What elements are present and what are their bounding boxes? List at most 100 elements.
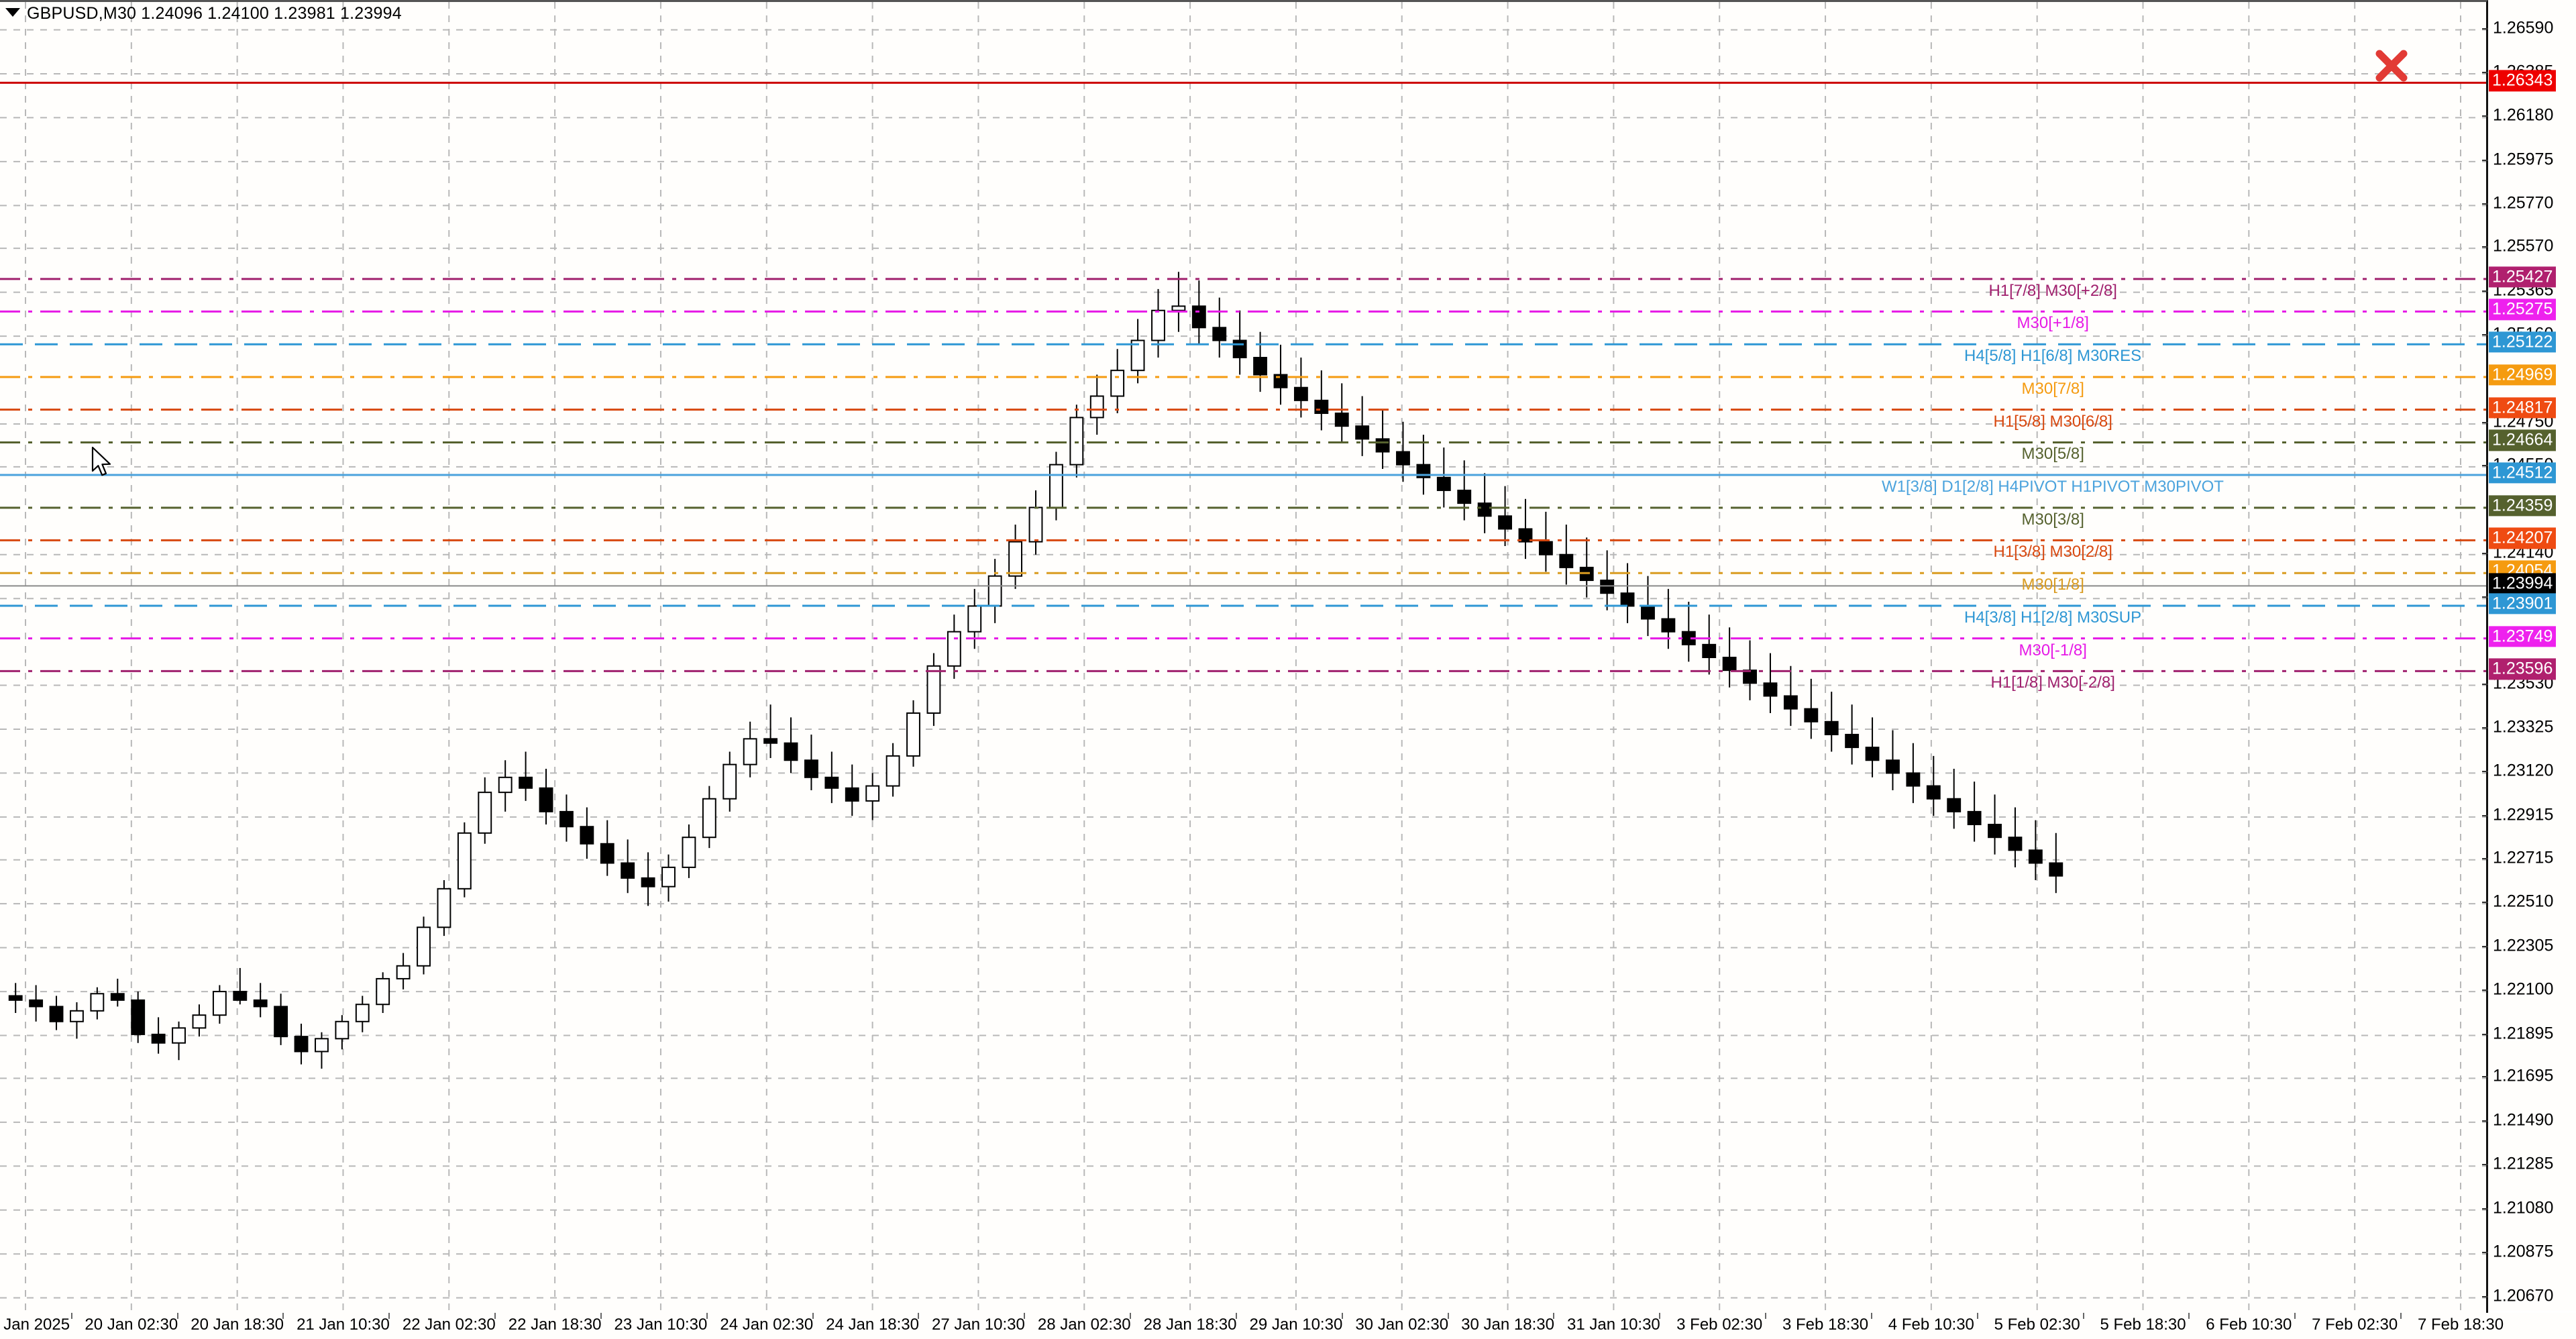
time-tick-label: 17 Jan 2025: [0, 1316, 70, 1334]
price-tick-label: 1.26180: [2493, 105, 2554, 125]
price-tick-label: 1.21285: [2493, 1154, 2554, 1173]
price-tick-mark: [2482, 1252, 2488, 1254]
price-tick-label: 1.25770: [2493, 193, 2554, 213]
time-tick-mark: [1130, 1313, 1132, 1319]
price-tick-mark: [2482, 71, 2488, 73]
time-tick-label: 3 Feb 18:30: [1782, 1316, 1869, 1334]
price-tick-mark: [2482, 727, 2488, 729]
time-tick-label: 31 Jan 10:30: [1566, 1316, 1660, 1334]
symbol-ohlc-header: GBPUSD,M30 1.24096 1.24100 1.23981 1.239…: [27, 4, 402, 23]
time-tick-mark: [282, 1313, 284, 1319]
price-tick-label: 1.23325: [2493, 717, 2554, 737]
price-tick-label: 1.21895: [2493, 1024, 2554, 1043]
price-tick-label: 1.22510: [2493, 892, 2554, 911]
time-tick-mark: [918, 1313, 920, 1319]
level-label: H1[1/8] M30[-2/8]: [1990, 674, 2115, 692]
time-tick-mark: [600, 1313, 602, 1319]
price-tick-label: 1.21490: [2493, 1110, 2554, 1130]
price-tick-mark: [2482, 159, 2488, 161]
price-tick-mark: [2482, 902, 2488, 904]
price-tick-label: 1.23120: [2493, 761, 2554, 780]
price-tick-mark: [2482, 857, 2488, 859]
time-tick-label: 22 Jan 02:30: [402, 1316, 496, 1334]
level-label: M30[5/8]: [2021, 445, 2084, 464]
time-tick-mark: [2400, 1313, 2402, 1319]
candlestick-series: [8, 272, 2063, 1069]
price-scale[interactable]: 1.265901.263851.261801.259751.257701.255…: [2482, 0, 2576, 1311]
price-tick-mark: [2482, 814, 2488, 816]
price-tick-label: 1.25975: [2493, 150, 2554, 169]
level-label: W1[3/8] D1[2/8] H4PIVOT H1PIVOT M30PIVOT: [1882, 477, 2224, 496]
price-tick-mark: [2482, 1033, 2488, 1035]
time-tick-mark: [2188, 1313, 2190, 1319]
level-badge: 1.24359: [2489, 495, 2557, 517]
time-tick-mark: [70, 1313, 72, 1319]
chart-plot-area[interactable]: H1[7/8] M30[+2/8] M30[+1/8] H4[5/8] H1[6/8…: [0, 0, 2488, 1314]
price-tick-mark: [2482, 246, 2488, 248]
time-tick-label: 28 Jan 02:30: [1037, 1316, 1131, 1334]
time-tick-label: 24 Jan 18:30: [826, 1316, 919, 1334]
level-badge: 1.24817: [2489, 396, 2557, 419]
time-tick-mark: [1235, 1313, 1237, 1319]
level-badge: 1.24969: [2489, 364, 2557, 386]
bid-price-badge: 1.26343: [2489, 70, 2557, 91]
price-tick-label: 1.21695: [2493, 1066, 2554, 1085]
time-tick-label: 20 Jan 02:30: [85, 1316, 178, 1334]
price-tick-mark: [2482, 203, 2488, 205]
time-tick-mark: [2082, 1313, 2084, 1319]
price-tick-mark: [2482, 421, 2488, 423]
price-tick-mark: [2482, 28, 2488, 30]
level-label: M30[-1/8]: [2019, 641, 2087, 659]
level-label: H4[5/8] H1[6/8] M30RES: [1964, 347, 2142, 366]
price-tick-mark: [2482, 989, 2488, 992]
time-tick-label: 28 Jan 18:30: [1143, 1316, 1237, 1334]
level-label: H1[5/8] M30[6/8]: [1993, 412, 2112, 431]
price-tick-label: 1.25570: [2493, 236, 2554, 256]
x-delete-icon[interactable]: [2371, 46, 2412, 86]
time-tick-label: 4 Feb 10:30: [1888, 1316, 1974, 1334]
level-badge: 1.24207: [2489, 527, 2557, 549]
price-tick-mark: [2482, 596, 2488, 598]
time-tick-label: 3 Feb 02:30: [1676, 1316, 1763, 1334]
time-tick-label: 5 Feb 18:30: [2100, 1316, 2186, 1334]
price-tick-label: 1.22100: [2493, 979, 2554, 999]
time-tick-mark: [494, 1313, 496, 1319]
time-tick-mark: [2294, 1313, 2296, 1319]
price-tick-mark: [2482, 1120, 2488, 1122]
price-tick-mark: [2482, 771, 2488, 773]
price-tick-mark: [2482, 290, 2488, 292]
price-tick-mark: [2482, 1164, 2488, 1166]
price-tick-label: 1.26590: [2493, 18, 2554, 37]
price-tick-label: 1.22915: [2493, 805, 2554, 824]
time-tick-label: 7 Feb 02:30: [2312, 1316, 2398, 1334]
last-price-badge: 1.23994: [2489, 573, 2557, 594]
price-tick-mark: [2482, 334, 2488, 336]
time-tick-label: 7 Feb 18:30: [2417, 1316, 2504, 1334]
time-scale[interactable]: 17 Jan 2025 20 Jan 02:30 20 Jan 18:30 21 Ja…: [0, 1313, 2576, 1339]
time-tick-mark: [1976, 1313, 1978, 1319]
chevron-down-icon[interactable]: [5, 8, 20, 17]
indicator-level-labels: H1[7/8] M30[+2/8] M30[+1/8] H4[5/8] H1[6/8…: [0, 2, 2486, 1313]
level-badge: 1.23596: [2489, 658, 2557, 680]
level-badge: 1.24664: [2489, 429, 2557, 451]
time-tick-label: 22 Jan 18:30: [508, 1316, 602, 1334]
level-label: M30[7/8]: [2021, 380, 2084, 398]
price-tick-mark: [2482, 1295, 2488, 1297]
time-tick-label: 30 Jan 18:30: [1461, 1316, 1554, 1334]
time-tick-mark: [1447, 1313, 1449, 1319]
time-tick-label: 27 Jan 10:30: [932, 1316, 1025, 1334]
level-badge: 1.23901: [2489, 593, 2557, 614]
time-tick-mark: [176, 1313, 178, 1319]
level-label: M30[3/8]: [2021, 510, 2084, 529]
price-tick-mark: [2482, 552, 2488, 554]
time-tick-mark: [812, 1313, 814, 1319]
time-tick-label: 23 Jan 10:30: [614, 1316, 708, 1334]
price-tick-label: 1.22305: [2493, 936, 2554, 955]
time-tick-label: 6 Feb 10:30: [2206, 1316, 2292, 1334]
price-tick-mark: [2482, 115, 2488, 117]
time-tick-mark: [388, 1313, 390, 1319]
price-tick-mark: [2482, 683, 2488, 685]
time-tick-label: 30 Jan 02:30: [1355, 1316, 1449, 1334]
level-badge: 1.23749: [2489, 625, 2557, 647]
